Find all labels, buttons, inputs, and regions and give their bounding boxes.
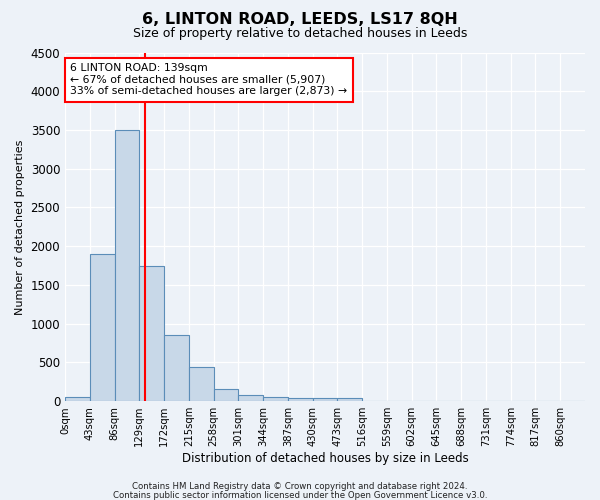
Bar bbox=[164, 336, 189, 401]
Text: Contains public sector information licensed under the Open Government Licence v3: Contains public sector information licen… bbox=[113, 491, 487, 500]
Text: Size of property relative to detached houses in Leeds: Size of property relative to detached ho… bbox=[133, 28, 467, 40]
Bar bbox=[288, 398, 313, 401]
Bar bbox=[139, 266, 164, 401]
Bar bbox=[90, 254, 115, 401]
Text: 6, LINTON ROAD, LEEDS, LS17 8QH: 6, LINTON ROAD, LEEDS, LS17 8QH bbox=[142, 12, 458, 28]
Y-axis label: Number of detached properties: Number of detached properties bbox=[15, 139, 25, 314]
Bar bbox=[65, 398, 90, 401]
X-axis label: Distribution of detached houses by size in Leeds: Distribution of detached houses by size … bbox=[182, 452, 469, 465]
Bar bbox=[337, 398, 362, 401]
Text: 6 LINTON ROAD: 139sqm
← 67% of detached houses are smaller (5,907)
33% of semi-d: 6 LINTON ROAD: 139sqm ← 67% of detached … bbox=[70, 63, 347, 96]
Bar bbox=[189, 367, 214, 401]
Bar bbox=[214, 389, 238, 401]
Bar bbox=[263, 397, 288, 401]
Bar bbox=[313, 398, 337, 401]
Bar bbox=[238, 395, 263, 401]
Text: Contains HM Land Registry data © Crown copyright and database right 2024.: Contains HM Land Registry data © Crown c… bbox=[132, 482, 468, 491]
Bar bbox=[115, 130, 139, 401]
